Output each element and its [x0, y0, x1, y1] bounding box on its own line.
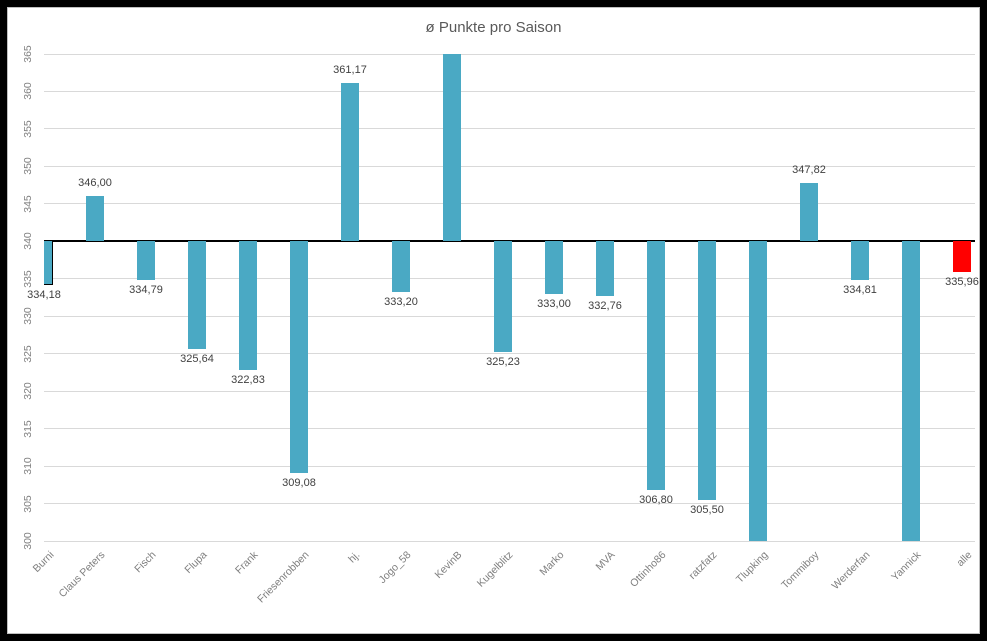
- y-axis-tick-label: 340: [22, 232, 34, 251]
- value-label: 305,50: [690, 503, 724, 516]
- y-axis-tick-label: 325: [22, 344, 34, 363]
- gridline-315: [44, 428, 975, 430]
- bar-claus-peters: [86, 196, 104, 242]
- bar-fisch: [137, 241, 155, 281]
- y-axis-tick-label: 310: [22, 457, 34, 475]
- y-axis-tick-label: 335: [22, 270, 34, 288]
- y-axis-tick-label: 300: [22, 532, 34, 550]
- bar-kugelblitz: [494, 241, 512, 352]
- value-label: 333,00: [537, 297, 571, 310]
- bar-mva: [596, 241, 614, 296]
- bar-hj-: [341, 82, 359, 242]
- value-label: 332,76: [588, 299, 622, 312]
- value-label: 346,00: [78, 177, 112, 190]
- gridline-360: [44, 90, 975, 92]
- bar-yannick: [902, 241, 920, 541]
- y-axis-tick-label: 355: [22, 120, 34, 138]
- bar-alle: [953, 241, 971, 272]
- bar-tommiboy: [800, 182, 818, 242]
- gridline-365: [44, 53, 975, 55]
- chart-title: ø Punkte pro Saison: [425, 19, 562, 36]
- gridline-310: [44, 465, 975, 467]
- gridline-300: [44, 540, 975, 542]
- bar-ratzfatz: [698, 241, 716, 500]
- bar-kevinb: [443, 54, 461, 242]
- value-label: 347,82: [792, 163, 826, 176]
- bar-burni: [44, 241, 53, 285]
- value-label: 334,79: [129, 284, 163, 297]
- y-axis-tick-label: 360: [22, 82, 34, 101]
- value-label: 306,80: [639, 494, 673, 507]
- value-label: 325,64: [180, 352, 214, 365]
- bar-flupa: [188, 241, 206, 349]
- bar-tlupking: [749, 241, 767, 541]
- y-axis-tick-label: 320: [22, 382, 34, 400]
- chart-area: ø Punkte pro Saison 300 305 310 315 320 325 33…: [7, 7, 980, 634]
- y-axis-tick-label: 305: [22, 494, 34, 513]
- plot-area: [44, 54, 975, 541]
- value-label: 334,18: [27, 288, 61, 301]
- gridline-345: [44, 203, 975, 205]
- bar-ottinho86: [647, 241, 665, 491]
- bar-werderfan: [851, 241, 869, 281]
- y-axis-tick-label: 365: [22, 45, 34, 63]
- gridline-320: [44, 390, 975, 392]
- y-axis-tick-label: 315: [22, 419, 34, 438]
- bar-marko: [545, 241, 563, 294]
- gridline-355: [44, 128, 975, 130]
- bar-jogo-58: [392, 241, 410, 293]
- value-label: 335,96: [945, 275, 979, 288]
- value-label: 333,20: [384, 296, 418, 309]
- value-label: 322,83: [231, 373, 265, 386]
- y-axis-tick-label: 350: [22, 157, 34, 176]
- gridline-325: [44, 353, 975, 355]
- y-axis-tick-label: 330: [22, 307, 34, 325]
- y-axis-tick-label: 345: [22, 195, 34, 213]
- value-label: 361,17: [333, 63, 367, 76]
- value-label: 309,08: [282, 476, 316, 489]
- gridline-305: [44, 503, 975, 505]
- value-label: 325,23: [486, 355, 520, 368]
- gridline-350: [44, 165, 975, 167]
- value-label: 334,81: [843, 284, 877, 297]
- bar-friesenrobben: [290, 241, 308, 473]
- bar-frank: [239, 241, 257, 370]
